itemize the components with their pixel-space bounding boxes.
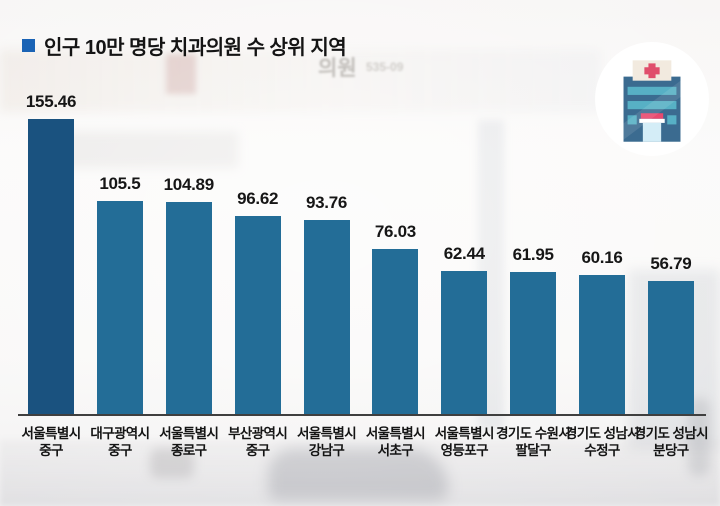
bar-value-label: 105.5 — [99, 174, 141, 193]
category-label-line1: 경기도 성남시 — [564, 426, 640, 441]
hospital-building-icon — [595, 42, 709, 156]
category-label-line1: 서울특별시 — [159, 426, 219, 441]
category-label-line2: 수정구 — [584, 443, 620, 458]
page-title: 인구 10만 명당 치과의원 수 상위 지역 — [44, 37, 347, 59]
x-axis-line — [18, 414, 706, 416]
category-label-line2: 중구 — [108, 443, 132, 458]
category-label-line1: 서울특별시 — [365, 426, 426, 441]
category-label-line2: 종로구 — [171, 443, 207, 458]
category-label-line2: 팔달구 — [515, 443, 551, 458]
bar-value-label: 60.16 — [581, 248, 623, 267]
hospital-icon — [593, 40, 711, 158]
bar — [96, 201, 143, 414]
bar — [647, 281, 694, 414]
chart-title-row: 인구 10만 명당 치과의원 수 상위 지역 — [22, 31, 347, 60]
category-label-line1: 대구광역시 — [90, 426, 150, 441]
bar — [165, 202, 212, 414]
category-label-line2: 영등포구 — [440, 443, 489, 458]
category-label-line1: 서울특별시 — [296, 426, 357, 441]
bar-value-label: 76.03 — [374, 222, 416, 241]
category-label-line2: 서초구 — [377, 443, 414, 458]
bar-value-label: 62.44 — [443, 244, 485, 263]
bar — [303, 220, 350, 414]
bar — [441, 271, 488, 414]
category-label-line1: 서울특별시 — [434, 426, 495, 441]
bar — [28, 119, 74, 414]
title-bullet-square — [22, 39, 35, 52]
bar-value-label: 155.46 — [25, 92, 77, 111]
bar-value-label: 104.89 — [163, 175, 215, 194]
category-label-line1: 서울특별시 — [21, 426, 81, 441]
category-label-line1: 경기도 수원시 — [496, 426, 571, 441]
category-label-line2: 강남구 — [308, 443, 345, 458]
bar — [372, 249, 419, 414]
bar-value-label: 56.79 — [650, 254, 692, 273]
category-label-line2: 중구 — [245, 443, 270, 458]
category-label-line1: 경기도 성남시 — [633, 426, 709, 441]
bar-value-label: 93.76 — [305, 193, 348, 212]
category-label-line2: 분당구 — [653, 443, 689, 458]
bar — [510, 272, 557, 414]
category-label-line1: 부산광역시 — [228, 426, 288, 441]
bar-value-label: 61.95 — [512, 245, 554, 264]
category-label-line2: 중구 — [39, 443, 63, 458]
bar-value-label: 96.62 — [237, 189, 279, 208]
bar — [234, 216, 281, 414]
bar — [579, 275, 625, 414]
